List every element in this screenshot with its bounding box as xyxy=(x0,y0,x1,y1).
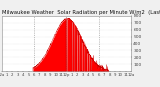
Text: Milwaukee Weather  Solar Radiation per Minute W/m2  (Last 24 Hours): Milwaukee Weather Solar Radiation per Mi… xyxy=(2,10,160,15)
